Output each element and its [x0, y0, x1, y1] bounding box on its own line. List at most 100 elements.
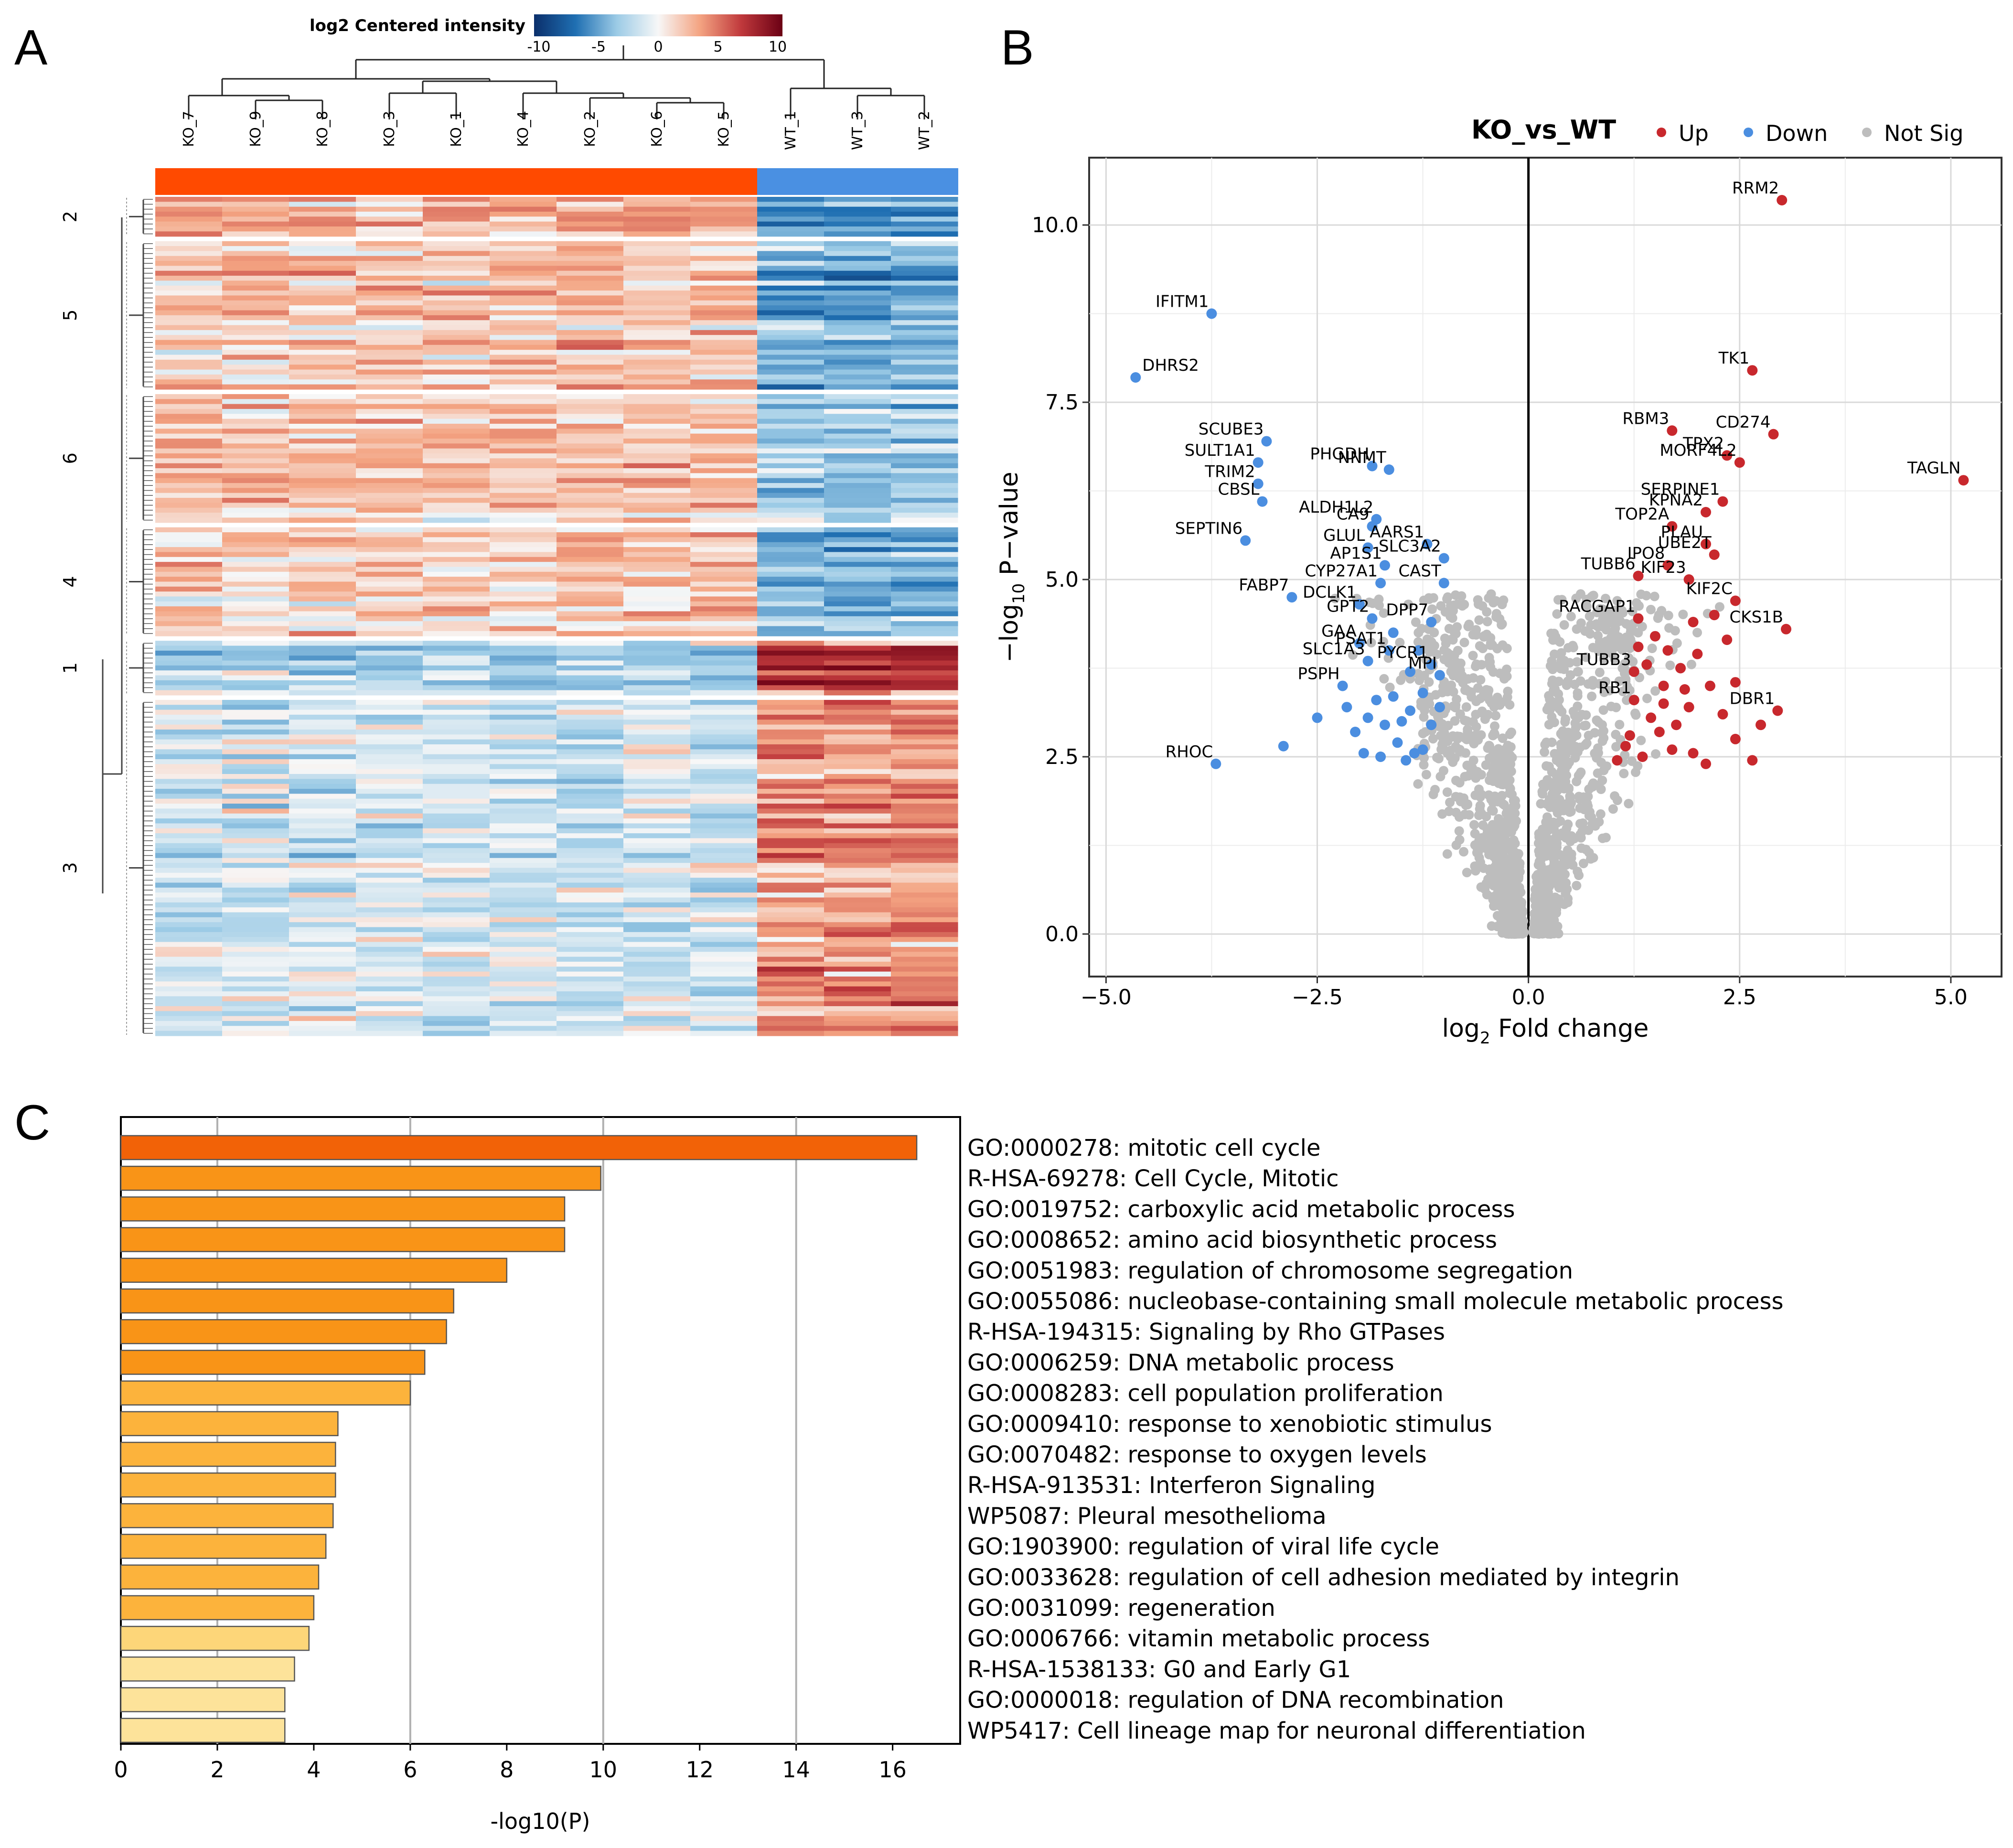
heatmap-cell: [891, 202, 958, 207]
heatmap-cell: [824, 724, 891, 730]
heatmap-cell: [557, 808, 624, 814]
volcano-point-down: [1362, 542, 1373, 553]
heatmap-cell: [155, 591, 223, 597]
volcano-y-tick-label: 0.0: [1045, 922, 1079, 946]
heatmap-cell: [757, 699, 824, 705]
heatmap-cell: [623, 429, 691, 434]
enrichment-bar: [120, 1411, 339, 1437]
heatmap-cell: [690, 414, 758, 419]
enrichment-axis-ticks: 0 2 4 6 8 10 12 14 16: [114, 1744, 907, 1783]
heatmap-cell: [222, 537, 289, 543]
heatmap-cell: [289, 251, 356, 257]
heatmap-cell: [757, 379, 824, 385]
heatmap-cell: [690, 1031, 758, 1036]
heatmap-cell: [222, 266, 289, 271]
heatmap-cell: [623, 261, 691, 267]
heatmap-cell: [824, 937, 891, 943]
volcano-gene-label: TUBB6: [1581, 555, 1636, 574]
heatmap-cell: [824, 848, 891, 854]
heatmap-cell: [557, 280, 624, 286]
heatmap-cell: [490, 626, 557, 632]
heatmap-cell: [490, 709, 557, 715]
heatmap-cell: [690, 621, 758, 627]
heatmap-cell: [356, 266, 423, 271]
heatmap-cell: [490, 359, 557, 365]
volcano-gene-label: MPI: [1408, 654, 1437, 673]
enrichment-panel: C 0 2 4 6 8 10 12 14 16 GO:0000278: mitotic cell…: [14, 1095, 1784, 1834]
heatmap-cell: [623, 626, 691, 632]
heatmap-cell: [222, 848, 289, 854]
heatmap-cell: [824, 616, 891, 622]
volcano-axis-ticks: −5.0 −2.5 0.0 2.5 5.00.02.55.07.510.0: [1032, 213, 1968, 1010]
heatmap-cell: [757, 967, 824, 972]
heatmap-cell: [757, 996, 824, 1002]
heatmap-cell: [557, 606, 624, 612]
heatmap-cell: [690, 843, 758, 849]
volcano-point-notsig: [1578, 859, 1588, 869]
volcano-point-notsig: [1551, 877, 1561, 887]
heatmap-cell: [891, 453, 958, 459]
heatmap-cell: [891, 513, 958, 518]
heatmap-cell: [623, 365, 691, 370]
heatmap-cell: [356, 764, 423, 770]
heatmap-cell: [757, 285, 824, 291]
heatmap-cell: [891, 212, 958, 217]
heatmap-cell: [824, 270, 891, 276]
heatmap-cell: [891, 601, 958, 607]
heatmap-cell: [222, 507, 289, 513]
heatmap-cell: [356, 759, 423, 764]
heatmap-cell: [690, 863, 758, 869]
heatmap-cell: [356, 493, 423, 498]
heatmap-cell: [757, 443, 824, 449]
volcano-point-notsig: [1565, 658, 1574, 668]
heatmap-cell: [155, 868, 223, 873]
heatmap-cell: [155, 699, 223, 705]
heatmap-cell: [824, 463, 891, 469]
volcano-point-up: [1688, 617, 1699, 627]
heatmap-cell: [490, 912, 557, 918]
heatmap-cell: [356, 527, 423, 533]
heatmap-cell: [757, 685, 824, 691]
volcano-point-notsig: [1446, 680, 1456, 690]
heatmap-cell: [757, 266, 824, 271]
volcano-point-up: [1701, 507, 1711, 517]
volcano-point-up: [1675, 663, 1686, 674]
heatmap-cell: [356, 675, 423, 681]
heatmap-cell: [824, 503, 891, 508]
heatmap-cell: [824, 330, 891, 335]
heatmap-cell: [623, 1011, 691, 1017]
volcano-point-down: [1362, 712, 1373, 723]
heatmap-cell: [891, 503, 958, 508]
heatmap-cell: [557, 399, 624, 405]
volcano-point-up: [1688, 748, 1699, 759]
heatmap-cell: [757, 729, 824, 735]
heatmap-cell: [289, 774, 356, 779]
heatmap-cell: [824, 1016, 891, 1021]
heatmap-cell: [623, 828, 691, 834]
heatmap-cell: [824, 335, 891, 341]
heatmap-cell: [423, 369, 490, 375]
heatmap-cell: [824, 759, 891, 764]
heatmap-cell: [690, 902, 758, 908]
volcano-point-up: [1628, 666, 1639, 677]
heatmap-cell: [891, 882, 958, 888]
heatmap-cell: [690, 774, 758, 779]
heatmap-cell: [824, 922, 891, 928]
heatmap-cell: [289, 429, 356, 434]
volcano-point-notsig: [1460, 685, 1470, 695]
heatmap-cell: [423, 251, 490, 257]
heatmap-cell: [222, 330, 289, 335]
heatmap-cell: [155, 231, 223, 237]
heatmap-cell: [824, 863, 891, 869]
heatmap-cell: [289, 423, 356, 429]
heatmap-cell: [757, 463, 824, 469]
heatmap-cell: [891, 991, 958, 997]
volcano-point-notsig: [1686, 659, 1696, 669]
heatmap-cell: [490, 197, 557, 202]
volcano-point-notsig: [1487, 805, 1497, 815]
heatmap-cell: [490, 335, 557, 341]
heatmap-cell: [490, 241, 557, 247]
heatmap-cell: [557, 542, 624, 548]
heatmap-cell: [891, 384, 958, 390]
heatmap-cell: [155, 443, 223, 449]
